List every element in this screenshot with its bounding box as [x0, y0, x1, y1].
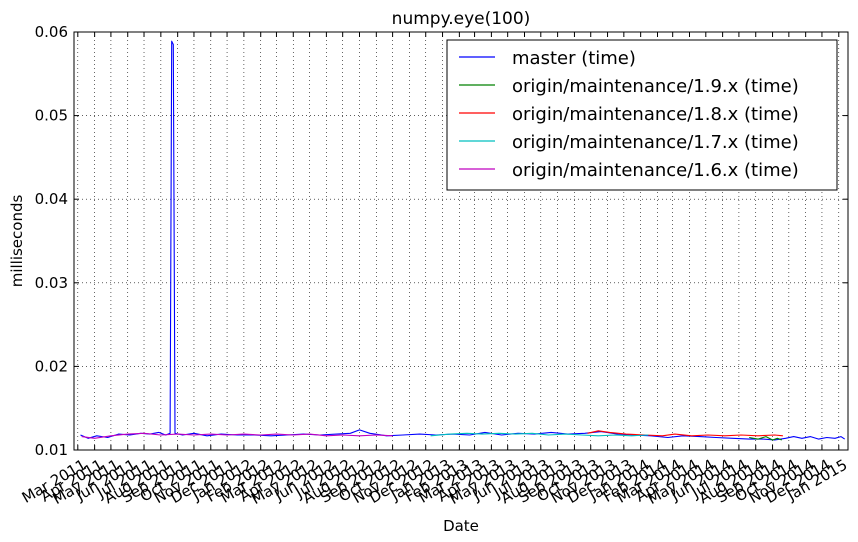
y-tick-label: 0.03	[35, 274, 68, 292]
legend-entry: origin/maintenance/1.7.x (time)	[512, 132, 799, 153]
series-line-2	[587, 430, 783, 437]
legend: master (time) origin/maintenance/1.9.x (t…	[446, 39, 838, 191]
legend-box	[446, 39, 838, 191]
grid-lines	[74, 32, 848, 450]
series-line-3	[430, 432, 649, 437]
plot-area	[73, 31, 849, 451]
y-tick-label: 0.02	[35, 357, 68, 375]
legend-entry: origin/maintenance/1.6.x (time)	[512, 160, 799, 181]
y-tick-label: 0.05	[35, 107, 68, 125]
y-tick-label: 0.01	[35, 441, 68, 459]
legend-entry: origin/maintenance/1.9.x (time)	[512, 76, 799, 97]
legend-entry: origin/maintenance/1.8.x (time)	[512, 104, 799, 125]
series-line-1	[749, 436, 782, 441]
chart-title: numpy.eye(100)	[392, 9, 531, 29]
x-axis-label: Date	[443, 517, 479, 535]
y-axis-label: milliseconds	[8, 195, 26, 288]
series-line-4	[81, 432, 393, 439]
y-tick-label: 0.06	[35, 23, 68, 41]
y-axis: 0.01 0.02 0.03 0.04 0.05 0.06	[35, 23, 848, 459]
y-tick-label: 0.04	[35, 190, 68, 208]
series-lines	[80, 40, 846, 441]
series-line-0	[80, 40, 846, 441]
legend-entry: master (time)	[512, 48, 636, 69]
